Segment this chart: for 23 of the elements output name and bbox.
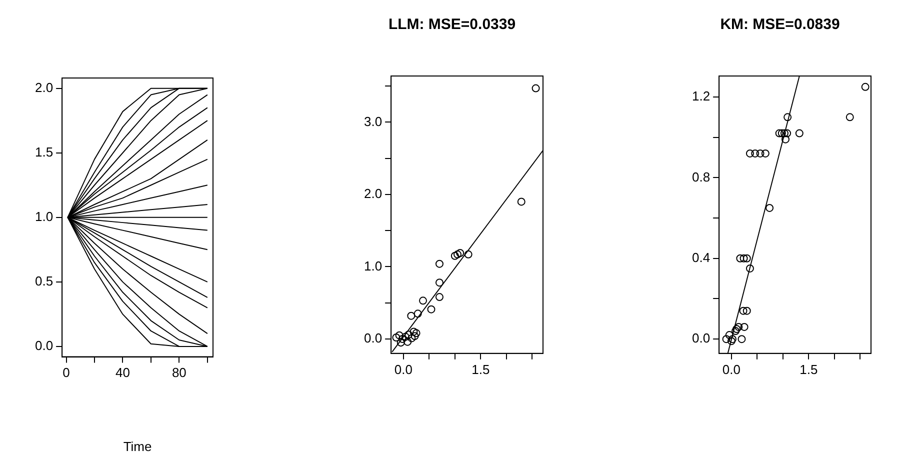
x-tick-label: 1.5 — [472, 362, 490, 377]
y-tick-label: 0.5 — [34, 274, 54, 289]
x-tick-label: 40 — [115, 365, 130, 380]
x-tick-label: 80 — [172, 365, 186, 380]
y-tick-label: 1.5 — [34, 144, 54, 160]
y-tick-label: 1.2 — [692, 88, 710, 104]
chart-title: LLM: MSE=0.0339 — [388, 16, 516, 34]
y-tick-label: 0.0 — [34, 338, 54, 354]
y-tick-label: 2.0 — [364, 186, 382, 202]
y-tick-label: 0.8 — [692, 169, 710, 184]
y-tick-label: 0.0 — [692, 330, 710, 346]
chart-title: KM: MSE=0.0839 — [720, 16, 840, 34]
y-tick-label: 1.0 — [34, 208, 54, 224]
x-tick-label: 0.0 — [394, 362, 412, 377]
y-tick-label: 3.0 — [364, 114, 382, 129]
x-axis-title: Time — [123, 438, 152, 454]
y-tick-label: 1.0 — [364, 258, 382, 274]
y-tick-label: 0.4 — [692, 250, 710, 265]
y-tick-label: 0.0 — [364, 330, 382, 346]
x-tick-label: 0.0 — [722, 362, 740, 377]
x-tick-label: 0 — [62, 365, 70, 380]
x-tick-label: 1.5 — [800, 362, 818, 377]
y-tick-label: 2.0 — [34, 80, 54, 95]
